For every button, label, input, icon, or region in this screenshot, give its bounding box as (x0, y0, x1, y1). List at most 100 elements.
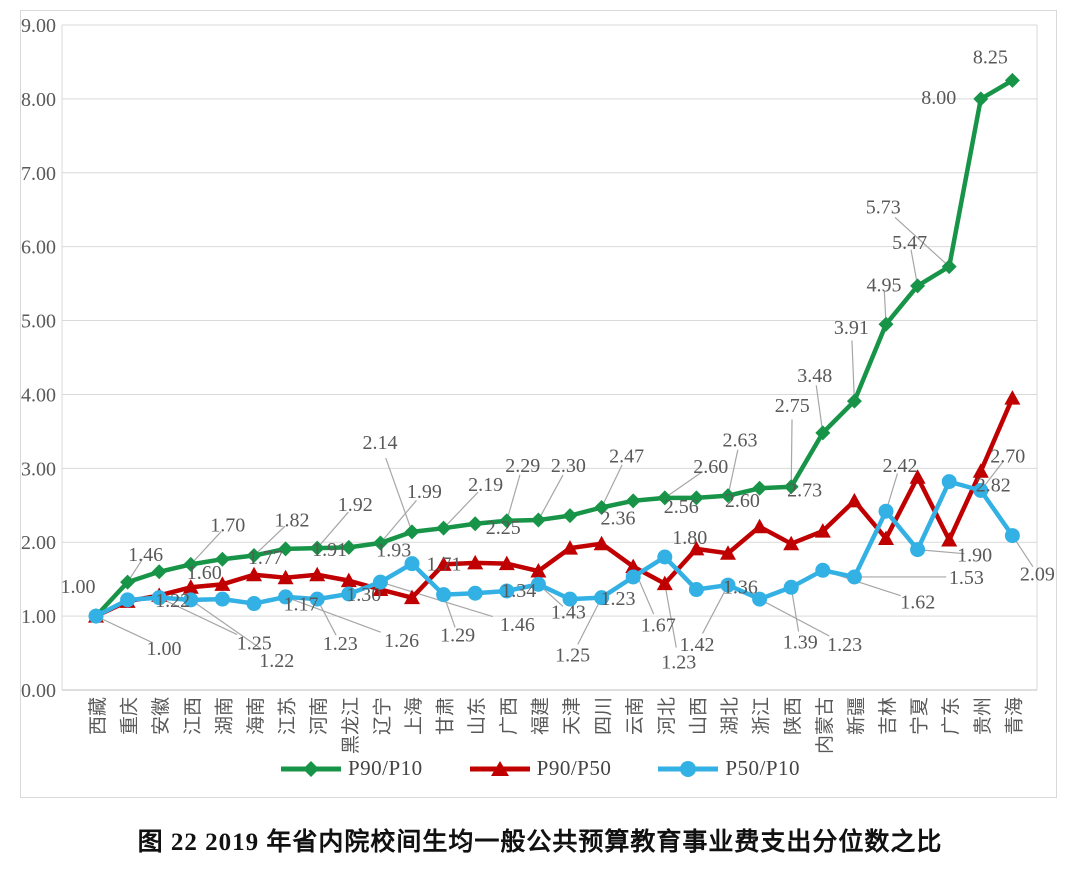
data-point-marker (941, 532, 958, 547)
data-point-marker (720, 545, 736, 560)
red-triangle-line-icon (469, 760, 530, 776)
data-point-marker (214, 576, 231, 591)
leader-line (851, 340, 855, 402)
data-point-marker (815, 425, 831, 441)
data-point-marker (88, 608, 104, 624)
x-category-label: 陕西 (782, 697, 804, 735)
data-label: 1.62 (900, 591, 935, 613)
data-label: 2.19 (468, 474, 503, 496)
data-point-marker (277, 569, 294, 585)
data-point-marker (751, 518, 768, 534)
data-point-marker (498, 555, 515, 571)
x-category-label: 广东 (940, 697, 962, 735)
data-label: 3.48 (797, 365, 832, 387)
data-point-marker (183, 556, 199, 572)
data-point-marker (752, 591, 768, 607)
y-tick-label: 1.00 (21, 606, 56, 628)
leader-line (790, 419, 793, 487)
data-point-marker (657, 549, 673, 565)
data-label: 1.77 (248, 547, 283, 569)
data-label: 1.67 (641, 615, 676, 637)
data-point-marker (340, 572, 357, 588)
data-point-marker (436, 587, 452, 603)
data-label: 8.00 (921, 87, 956, 109)
data-point-marker (814, 523, 831, 538)
data-point-marker (309, 566, 326, 582)
data-point-marker (846, 569, 862, 585)
data-label: 1.82 (275, 510, 310, 532)
data-point-marker (941, 474, 957, 490)
data-point-marker (404, 556, 420, 572)
data-label: 1.26 (384, 630, 419, 652)
data-label: 3.91 (834, 317, 869, 339)
data-point-marker (309, 540, 325, 556)
x-category-label: 福建 (529, 697, 551, 735)
data-point-marker (467, 585, 483, 601)
legend: P90/P10 P90/P50 P50/P10 (0, 756, 1080, 781)
data-point-marker (530, 576, 546, 592)
data-point-marker (562, 591, 578, 607)
data-label: 1.17 (284, 594, 319, 616)
leader-line (815, 385, 824, 433)
data-point-marker (625, 569, 641, 585)
data-label: 2.42 (883, 455, 918, 477)
data-point-marker (973, 91, 989, 107)
data-point-marker (214, 591, 230, 607)
leader-line (917, 549, 965, 555)
data-point-marker (783, 479, 799, 495)
data-label: 1.23 (601, 588, 636, 610)
data-label: 1.00 (61, 576, 96, 598)
data-label: 2.29 (505, 455, 540, 477)
data-label: 1.00 (147, 638, 182, 660)
x-category-label: 山东 (466, 697, 488, 735)
leader-line (759, 598, 830, 637)
data-point-marker (941, 259, 957, 275)
data-label: 1.36 (723, 577, 758, 599)
leader-line (253, 525, 286, 556)
data-label: 1.46 (500, 614, 535, 636)
x-category-label: 宁夏 (909, 697, 931, 735)
data-point-marker (656, 575, 673, 591)
y-tick-label: 8.00 (21, 89, 56, 111)
data-point-marker (878, 316, 894, 332)
data-label: 2.73 (787, 479, 822, 501)
x-category-label: 新疆 (845, 697, 867, 735)
data-label: 2.56 (664, 496, 699, 518)
x-category-label: 江苏 (277, 697, 299, 735)
data-label: 1.29 (440, 625, 475, 647)
data-label: 5.73 (866, 197, 901, 219)
data-label: 2.75 (775, 395, 810, 417)
data-point-marker (846, 393, 862, 409)
data-point-marker (151, 564, 167, 580)
figure-caption: 图 22 2019 年省内院校间生均一般公共预算教育事业费支出分位数之比 (137, 829, 943, 856)
x-category-label: 海南 (245, 697, 267, 735)
data-point-marker (878, 530, 894, 546)
data-label: 2.36 (601, 508, 636, 530)
data-label: 1.25 (555, 645, 590, 667)
data-point-marker (214, 551, 230, 567)
data-label: 2.09 (1020, 564, 1055, 586)
y-tick-label: 0.00 (21, 680, 56, 702)
data-point-marker (562, 508, 578, 524)
data-label: 8.25 (973, 46, 1008, 68)
data-label: 1.39 (783, 631, 818, 653)
data-point-marker (1004, 72, 1020, 88)
x-category-label: 湖南 (213, 697, 235, 735)
data-label: 1.46 (128, 544, 163, 566)
data-point-marker (246, 596, 262, 612)
leader-line (727, 449, 739, 496)
x-category-label: 甘肃 (435, 697, 457, 735)
x-category-label: 天津 (561, 697, 583, 735)
x-category-label: 吉林 (877, 697, 899, 735)
leader-line (95, 615, 153, 643)
data-label: 2.60 (725, 490, 760, 512)
data-label: 1.42 (680, 634, 715, 656)
data-point-marker (435, 556, 452, 571)
data-label: 2.82 (976, 475, 1011, 497)
legend-item-p50-p10: P50/P10 (657, 756, 800, 781)
data-label: 1.80 (672, 527, 707, 549)
data-label: 2.63 (723, 430, 758, 452)
data-point-marker (1004, 390, 1021, 405)
leader-line (190, 531, 222, 565)
